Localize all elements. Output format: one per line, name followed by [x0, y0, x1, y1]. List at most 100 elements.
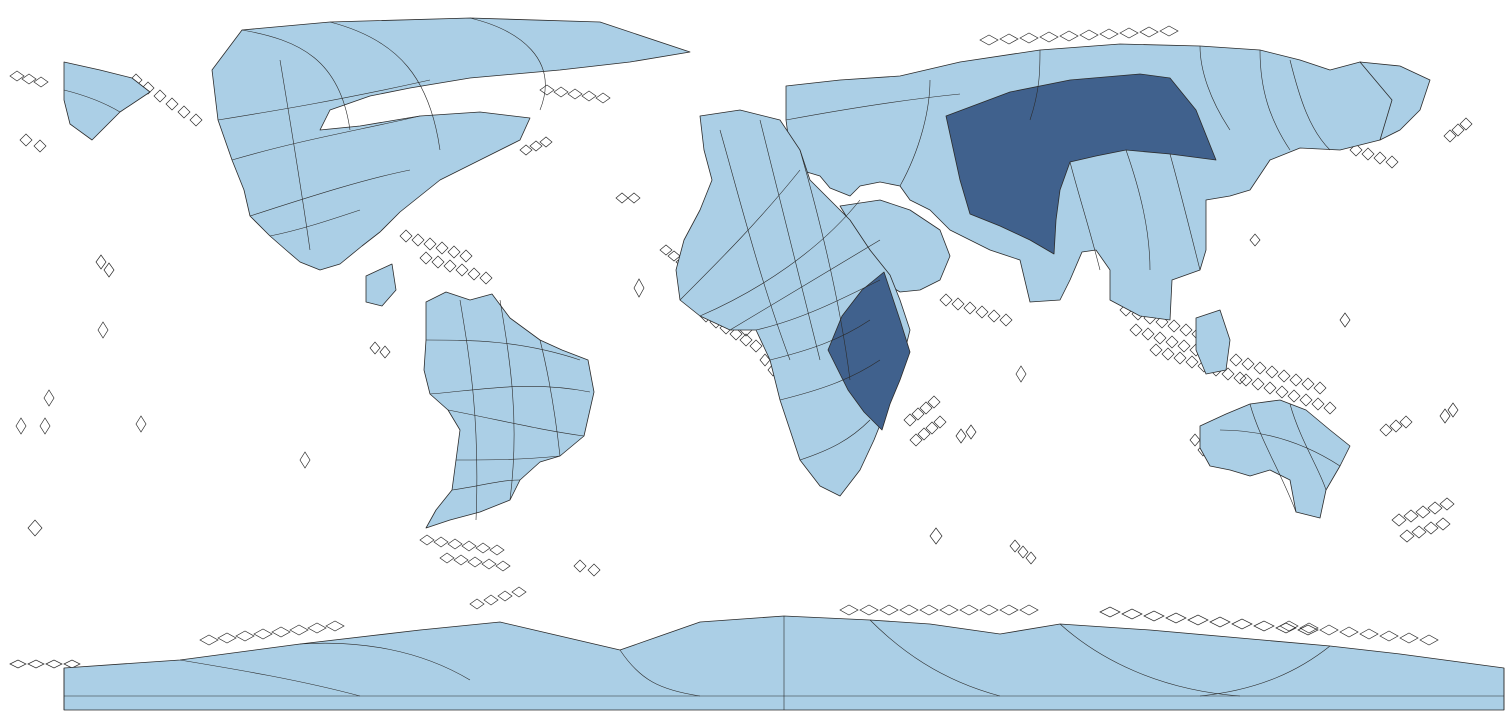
- eurasia-tile: [785, 43, 1399, 321]
- coarse-grid-line: [1289, 59, 1331, 151]
- coarse-grid-line: [1125, 149, 1151, 271]
- fine-cell: [929, 527, 943, 545]
- coarse-grid-line: [1289, 403, 1327, 491]
- fine-cell: [459, 249, 473, 263]
- fine-cell: [1379, 423, 1393, 437]
- fine-cell: [1399, 415, 1413, 429]
- fine-cell: [519, 144, 533, 156]
- fine-cell: [919, 401, 933, 415]
- fine-cell: [1173, 351, 1187, 365]
- fine-cell: [1017, 545, 1029, 559]
- fine-cell: [33, 76, 49, 88]
- fine-cell: [1447, 402, 1459, 418]
- coarse-grid-line: [699, 199, 861, 317]
- fine-cell: [739, 333, 753, 347]
- fine-cell: [595, 92, 611, 104]
- fine-cell: [1253, 361, 1267, 375]
- fine-cell: [927, 395, 941, 409]
- fine-cell: [217, 632, 237, 644]
- coarse-grid-line: [899, 79, 931, 187]
- fine-cell: [1153, 331, 1167, 345]
- fine-cell: [27, 519, 43, 537]
- fine-cell: [447, 245, 461, 259]
- coarse-grid-line: [755, 279, 881, 331]
- fine-cell: [1319, 624, 1339, 636]
- fine-cell: [1423, 521, 1439, 535]
- fine-cell: [1015, 365, 1027, 383]
- coarse-grid-line: [217, 79, 431, 121]
- fine-cell: [253, 628, 273, 640]
- fine-cell: [1121, 608, 1143, 620]
- fine-cell: [1313, 381, 1327, 395]
- fine-cell: [965, 424, 977, 440]
- fine-cell: [1411, 525, 1427, 539]
- africa-tile: [675, 109, 911, 497]
- coarse-grid-line: [719, 129, 791, 361]
- fine-cell: [1275, 622, 1297, 634]
- fine-cell: [1177, 339, 1191, 353]
- fine-cell: [1379, 630, 1399, 642]
- fine-cell: [879, 604, 899, 616]
- fine-cell: [153, 89, 167, 103]
- fine-cell: [479, 271, 493, 285]
- coarse-tile-layer: [63, 17, 1505, 711]
- fine-cell: [299, 451, 311, 469]
- fine-cell: [1019, 604, 1039, 616]
- coarse-grid-line: [249, 169, 411, 217]
- fine-cell: [1391, 513, 1407, 527]
- coarse-grid-line: [451, 479, 521, 491]
- fine-cell: [1443, 129, 1457, 143]
- coarse-grid-line: [785, 93, 961, 121]
- fine-cell: [553, 86, 569, 98]
- fine-cell: [1299, 622, 1319, 634]
- fine-cell: [1311, 397, 1325, 411]
- fine-cell: [399, 229, 413, 243]
- fine-cell: [899, 604, 919, 616]
- fine-cell: [859, 604, 879, 616]
- fine-cell: [587, 563, 601, 577]
- fine-cell: [307, 622, 327, 634]
- coarse-grid-line: [729, 239, 881, 331]
- fine-cell: [1265, 365, 1279, 379]
- fine-cell: [1323, 401, 1337, 415]
- fine-cell: [1167, 319, 1181, 333]
- coarse-grid-line: [1199, 645, 1331, 697]
- coarse-grid-line: [279, 59, 311, 251]
- fine-cell: [1161, 347, 1175, 361]
- fine-cell: [1419, 634, 1439, 646]
- coarse-grid-line: [1029, 49, 1041, 121]
- antarctica-bands: [63, 616, 1505, 710]
- coarse-grid-line: [179, 659, 361, 697]
- fine-cell: [925, 421, 939, 435]
- fine-cell: [1339, 312, 1351, 328]
- fine-cell: [615, 192, 629, 204]
- coarse-grid-line: [869, 619, 1001, 697]
- south-america-tile: [423, 291, 595, 529]
- fine-cell: [1019, 32, 1039, 44]
- fine-cell: [1385, 155, 1399, 169]
- fine-cell: [909, 433, 923, 447]
- fine-cell: [447, 538, 463, 550]
- fine-cell: [165, 97, 179, 111]
- fine-cell: [419, 534, 435, 546]
- fine-cell: [431, 255, 445, 269]
- fine-cell: [1451, 123, 1465, 137]
- coarse-grid-line: [1249, 403, 1297, 513]
- fine-cell: [1189, 433, 1201, 447]
- coarse-grid-line: [679, 169, 801, 301]
- fine-cell: [423, 237, 437, 251]
- fine-cell: [999, 604, 1019, 616]
- fine-cell: [539, 136, 553, 148]
- fine-cell: [1251, 377, 1265, 391]
- fine-cell: [1249, 233, 1261, 247]
- fine-cell: [489, 544, 505, 556]
- fine-cell: [135, 415, 147, 433]
- fine-cell: [95, 254, 107, 270]
- fine-cell: [1239, 373, 1253, 387]
- fine-cell: [955, 428, 967, 444]
- fine-cell: [1361, 147, 1375, 161]
- fine-cell: [933, 415, 947, 429]
- fine-cell: [43, 389, 55, 407]
